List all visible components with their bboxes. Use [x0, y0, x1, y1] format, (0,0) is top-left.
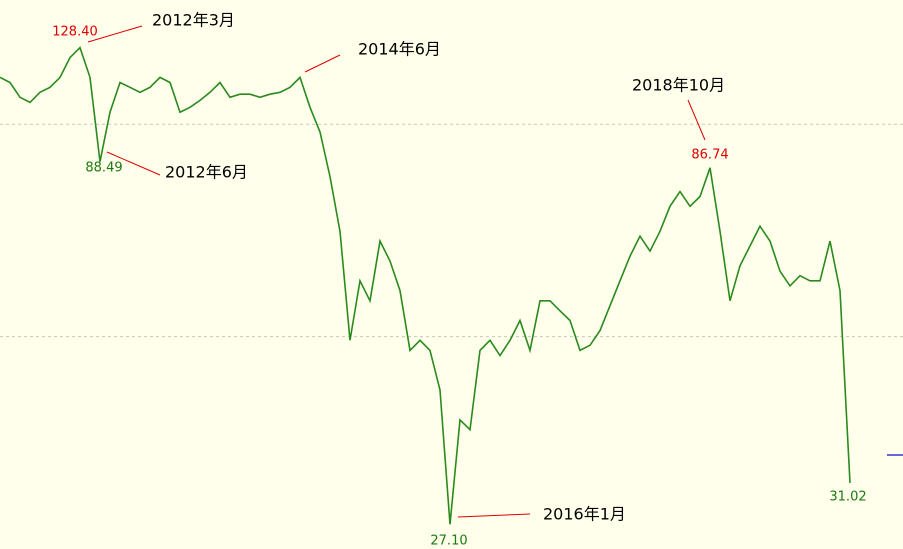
- leader-line: [687, 99, 706, 141]
- leader-line: [87, 25, 143, 43]
- date-label: 2012年6月: [165, 163, 248, 182]
- price-line: [0, 46, 851, 525]
- date-label: 2016年1月: [543, 505, 626, 524]
- date-label: 2014年6月: [358, 40, 441, 59]
- price-label: 88.49: [85, 161, 122, 176]
- date-label: 2012年3月: [152, 11, 235, 30]
- price-label: 31.02: [829, 490, 866, 505]
- leader-line: [106, 151, 161, 176]
- leader-line: [457, 513, 531, 518]
- leader-line: [304, 54, 341, 73]
- price-label: 86.74: [691, 148, 728, 163]
- price-label: 27.10: [430, 534, 467, 549]
- price-label: 128.40: [52, 25, 98, 40]
- date-label: 2018年10月: [632, 76, 725, 95]
